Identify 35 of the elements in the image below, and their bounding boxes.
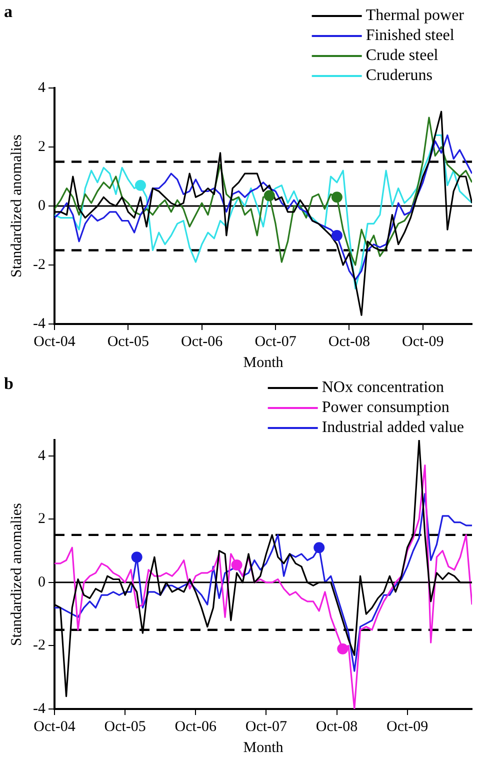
y-tick-label: 0 — [38, 198, 46, 214]
x-axis-title: Month — [243, 354, 284, 371]
legend-label: NOx concentration — [322, 379, 444, 396]
legend-label: Thermal power — [366, 7, 465, 24]
y-axis-title: Standardized anomalies — [8, 134, 25, 278]
x-tick-label: Oct-06 — [181, 334, 224, 350]
legend-label: Finished steel — [366, 27, 455, 44]
x-tick-label: Oct-05 — [107, 334, 149, 350]
chart-title: b — [4, 374, 14, 393]
x-tick-label: Oct-09 — [402, 334, 444, 350]
y-tick-label: -4 — [32, 700, 46, 717]
x-axis-title: Month — [243, 740, 284, 756]
legend-label: Crude steel — [366, 47, 439, 64]
y-tick-label: 4 — [38, 80, 46, 96]
x-tick-label: Oct-07 — [245, 718, 288, 735]
y-axis-title: Standardized anomalies — [8, 502, 25, 646]
y-tick-label: 4 — [38, 448, 46, 464]
y-tick-label: 2 — [38, 138, 46, 155]
x-tick-label: Oct-06 — [174, 718, 217, 735]
x-tick-label: Oct-04 — [34, 718, 76, 735]
y-tick-label: 0 — [38, 574, 46, 590]
y-tick-label: -2 — [32, 638, 46, 654]
x-tick-label: Oct-04 — [34, 334, 76, 350]
y-tick-label: -4 — [32, 316, 46, 332]
chart-title: a — [4, 2, 13, 21]
x-tick-label: Oct-09 — [386, 718, 428, 735]
y-tick-label: -2 — [32, 256, 46, 273]
x-tick-label: Oct-07 — [254, 334, 297, 350]
legend-label: Industrial added value — [322, 419, 464, 436]
legend-label: Cruderuns — [366, 67, 432, 84]
legend-label: Power consumption — [322, 399, 450, 416]
x-tick-label: Oct-08 — [316, 718, 358, 735]
x-tick-label: Oct-05 — [104, 718, 146, 735]
y-tick-label: 2 — [38, 511, 46, 528]
x-tick-label: Oct-08 — [328, 334, 370, 350]
